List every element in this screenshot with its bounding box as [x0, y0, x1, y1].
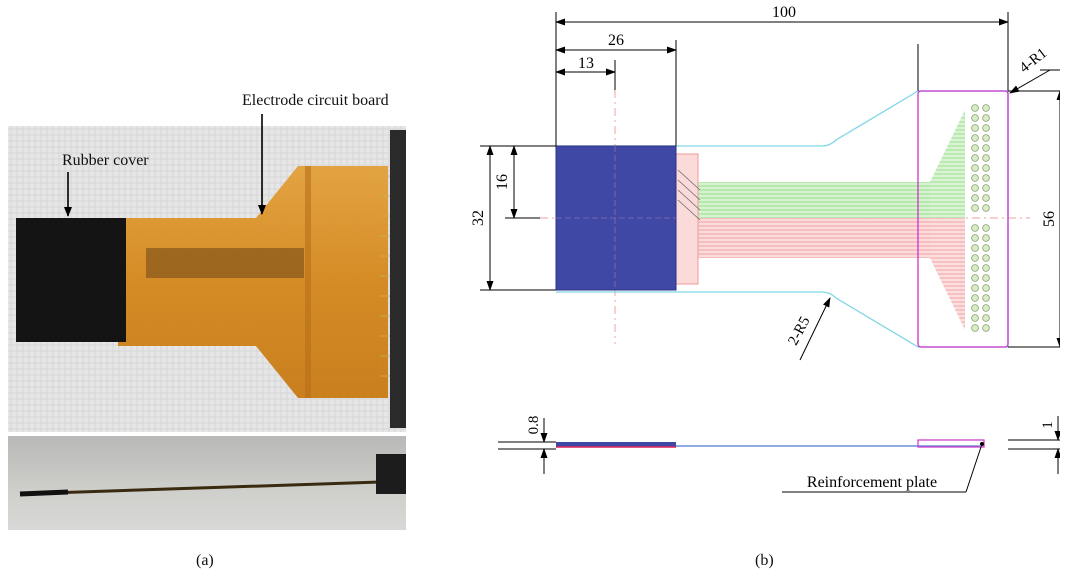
dim-2r5: 2-R5: [785, 314, 813, 348]
top-view-photo: [8, 126, 406, 432]
dim-4r1: 4-R1: [1017, 45, 1050, 76]
r5-leader: [799, 297, 831, 361]
dim-16: 16: [494, 174, 511, 190]
panel-a-arrows: [64, 114, 266, 217]
caption-a: (a): [196, 552, 214, 569]
red-traces: [678, 218, 930, 258]
dim-08: 0.8: [526, 416, 542, 435]
pcb-trace-band: [146, 248, 304, 278]
connector: [390, 130, 406, 428]
dim-1: 1: [1040, 421, 1056, 429]
dim-100: 100: [772, 4, 796, 21]
dim-13: 13: [578, 55, 594, 72]
green-traces: [678, 182, 930, 218]
caption-b: (b): [755, 552, 774, 569]
reinforcement-plate-top: [917, 90, 1009, 348]
rubber-cover: [16, 218, 126, 342]
side-view-photo: [8, 436, 406, 530]
dim-32: 32: [470, 210, 487, 226]
side-view-plate: [917, 439, 985, 448]
dim-56: 56: [1041, 211, 1058, 227]
electrode-board-label: Electrode circuit board: [242, 92, 389, 109]
electrode-pads: [971, 104, 990, 332]
technical-drawing: 100 26 13 32 16 56 4-R1 2-R5 0.8 1 Reinf…: [470, 4, 1060, 493]
r1-leader: [1009, 69, 1051, 94]
reinforcement-plate-label: Reinforcement plate: [807, 474, 937, 491]
pcb-body: [118, 166, 388, 398]
plate-leader: [965, 443, 983, 493]
dim-26: 26: [608, 32, 624, 49]
rubber-cover-label: Rubber cover: [62, 152, 149, 169]
side-view-cover: [556, 442, 676, 447]
